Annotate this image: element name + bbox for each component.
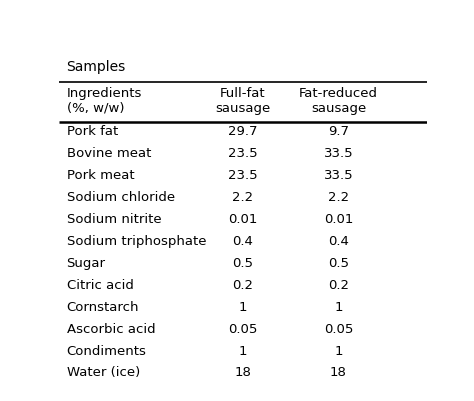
Text: 29.7: 29.7 [228, 126, 258, 138]
Text: Sodium nitrite: Sodium nitrite [66, 213, 161, 226]
Text: Condiments: Condiments [66, 344, 146, 358]
Text: 0.2: 0.2 [328, 279, 349, 292]
Text: 0.5: 0.5 [328, 257, 349, 270]
Text: 23.5: 23.5 [228, 169, 258, 182]
Text: Ascorbic acid: Ascorbic acid [66, 323, 155, 336]
Text: 1: 1 [239, 344, 247, 358]
Text: 0.5: 0.5 [232, 257, 254, 270]
Text: Citric acid: Citric acid [66, 279, 134, 292]
Text: 1: 1 [239, 301, 247, 314]
Text: Water (ice): Water (ice) [66, 367, 140, 379]
Text: Fat-reduced
sausage: Fat-reduced sausage [299, 87, 378, 115]
Text: 0.01: 0.01 [228, 213, 257, 226]
Text: 9.7: 9.7 [328, 126, 349, 138]
Text: 33.5: 33.5 [324, 169, 353, 182]
Text: 23.5: 23.5 [228, 147, 258, 160]
Text: Pork fat: Pork fat [66, 126, 118, 138]
Text: Sodium triphosphate: Sodium triphosphate [66, 235, 206, 248]
Text: Full-fat
sausage: Full-fat sausage [215, 87, 271, 115]
Text: Cornstarch: Cornstarch [66, 301, 139, 314]
Text: Sodium chloride: Sodium chloride [66, 191, 175, 204]
Text: 0.2: 0.2 [232, 279, 254, 292]
Text: 18: 18 [330, 367, 347, 379]
Text: 1: 1 [334, 344, 343, 358]
Text: 0.05: 0.05 [228, 323, 257, 336]
Text: 0.05: 0.05 [324, 323, 353, 336]
Text: Sugar: Sugar [66, 257, 106, 270]
Text: 18: 18 [235, 367, 251, 379]
Text: Samples: Samples [66, 61, 126, 75]
Text: 1: 1 [334, 301, 343, 314]
Text: Ingredients
(%, w/w): Ingredients (%, w/w) [66, 87, 142, 115]
Text: Pork meat: Pork meat [66, 169, 134, 182]
Text: 0.4: 0.4 [328, 235, 349, 248]
Text: 33.5: 33.5 [324, 147, 353, 160]
Text: 0.4: 0.4 [232, 235, 254, 248]
Text: 2.2: 2.2 [328, 191, 349, 204]
Text: 0.01: 0.01 [324, 213, 353, 226]
Text: 2.2: 2.2 [232, 191, 254, 204]
Text: Bovine meat: Bovine meat [66, 147, 151, 160]
